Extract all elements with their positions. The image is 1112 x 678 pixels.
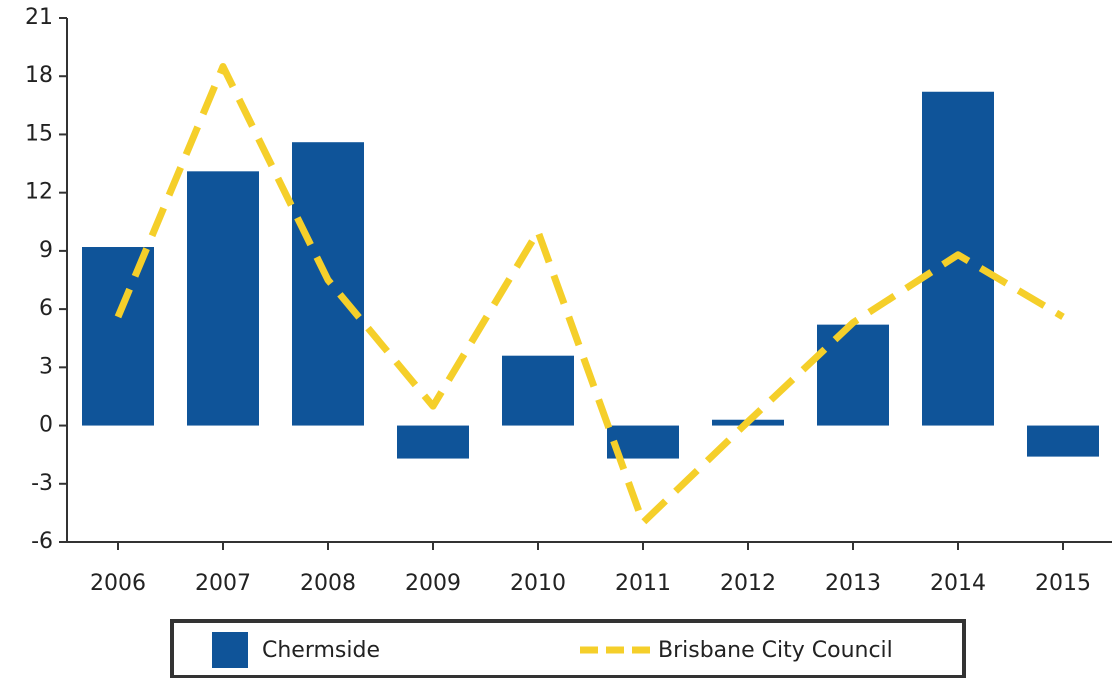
legend-swatch	[212, 632, 248, 668]
bar	[1027, 425, 1099, 457]
x-tick-label: 2012	[720, 571, 776, 596]
y-tick-label: 9	[39, 238, 53, 263]
legend-label: Brisbane City Council	[658, 638, 893, 663]
bar	[82, 247, 154, 426]
y-tick-label: 6	[39, 296, 53, 321]
bar	[397, 425, 469, 459]
y-tick-label: 21	[25, 5, 53, 30]
x-tick-label: 2014	[930, 571, 986, 596]
x-tick-label: 2009	[405, 571, 461, 596]
y-tick-label: 3	[39, 354, 53, 379]
y-tick-label: 12	[25, 180, 53, 205]
x-tick-label: 2015	[1035, 571, 1091, 596]
legend-box	[170, 619, 966, 678]
x-tick-label: 2007	[195, 571, 251, 596]
y-tick-label: 18	[25, 63, 53, 88]
x-tick-label: 2010	[510, 571, 566, 596]
x-tick-label: 2008	[300, 571, 356, 596]
x-tick-label: 2006	[90, 571, 146, 596]
y-tick-label: 15	[25, 121, 53, 146]
bar	[817, 324, 889, 426]
legend-label: Chermside	[262, 638, 380, 663]
bar	[187, 171, 259, 426]
bar	[502, 355, 574, 426]
x-tick-label: 2011	[615, 571, 671, 596]
y-tick-label: -3	[31, 471, 53, 496]
line	[114, 63, 1065, 527]
x-tick-label: 2013	[825, 571, 881, 596]
y-tick-label: -6	[31, 529, 53, 554]
y-tick-label: 0	[39, 413, 53, 438]
